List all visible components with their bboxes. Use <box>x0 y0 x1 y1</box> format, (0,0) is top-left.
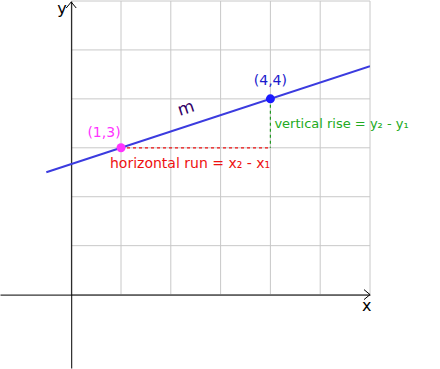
x-axis <box>1 294 371 296</box>
grid-line-x <box>270 1 271 295</box>
annotation: (1,3) <box>87 124 120 140</box>
point <box>266 94 275 103</box>
chart: x y (1,3) (4,4) m vertical rise = y₂ - y₁ hori… <box>0 0 440 369</box>
grid-line-y <box>71 49 370 50</box>
grid-line-y <box>71 1 370 2</box>
y-axis-line <box>71 2 72 369</box>
y-arrow <box>66 2 76 8</box>
y-axis <box>71 2 73 369</box>
x-axis-line <box>1 295 371 296</box>
grid-line-y <box>71 147 370 148</box>
run-line <box>121 147 270 148</box>
y-label: y <box>57 0 66 18</box>
grid-line-y <box>71 196 370 197</box>
point <box>117 143 126 152</box>
grid-line-y <box>71 98 370 99</box>
annotations: (1,3) (4,4) m vertical rise = y₂ - y₁ horizo… <box>87 72 408 171</box>
grid-line-y <box>71 245 370 246</box>
annotation: m <box>175 96 197 120</box>
annotation: (4,4) <box>254 72 287 88</box>
rise-line <box>270 99 271 148</box>
annotation: horizontal run = x₂ - x₁ <box>110 155 270 171</box>
annotation: vertical rise = y₂ - y₁ <box>274 116 408 131</box>
x-label: x <box>362 296 371 315</box>
grid <box>71 1 370 295</box>
